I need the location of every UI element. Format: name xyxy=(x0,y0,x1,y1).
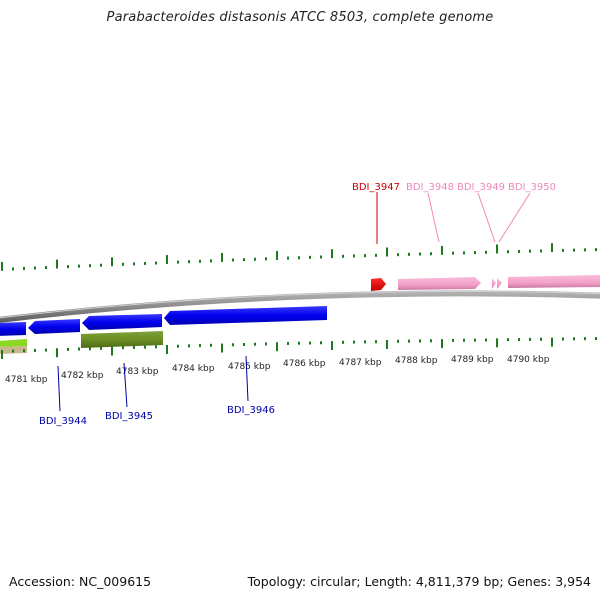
kbp-label: 4784 kbp xyxy=(172,364,215,374)
gene-bdi-3948[interactable] xyxy=(398,277,481,290)
reverse-strand xyxy=(0,306,327,354)
gene-bdi-3950[interactable] xyxy=(508,275,600,288)
gene-bdi-3949b[interactable] xyxy=(497,278,502,289)
gene-reverse-left[interactable] xyxy=(0,322,26,336)
outer-tick-row xyxy=(1,243,597,271)
gene-label[interactable]: BDI_3944 xyxy=(39,416,87,427)
kbp-scale: 4781 kbp 4782 kbp 4783 kbp 4784 kbp 4785… xyxy=(5,355,550,385)
kbp-label: 4786 kbp xyxy=(283,359,326,369)
gene-bdi-3945[interactable] xyxy=(82,314,162,330)
label-leaders xyxy=(57,192,531,412)
gene-green[interactable] xyxy=(0,339,27,347)
gene-label[interactable]: BDI_3949 xyxy=(457,182,505,193)
gene-bdi-3944[interactable] xyxy=(28,319,80,334)
forward-strand xyxy=(371,275,600,291)
kbp-label: 4783 kbp xyxy=(116,367,159,377)
gene-label[interactable]: BDI_3947 xyxy=(352,182,400,193)
gene-bdi-3949a[interactable] xyxy=(492,278,496,289)
kbp-label: 4785 kbp xyxy=(228,362,271,372)
kbp-label: 4788 kbp xyxy=(395,356,438,366)
kbp-label: 4789 kbp xyxy=(451,355,494,365)
gene-bdi-3947[interactable] xyxy=(371,278,386,291)
genome-summary-text: Topology: circular; Length: 4,811,379 bp… xyxy=(247,574,591,589)
kbp-label: 4781 kbp xyxy=(5,375,48,385)
genome-backbone xyxy=(0,290,600,323)
accession-text: Accession: NC_009615 xyxy=(9,574,152,589)
kbp-label: 4782 kbp xyxy=(61,371,104,381)
gene-label[interactable]: BDI_3948 xyxy=(406,182,454,193)
genome-backbone-highlight xyxy=(0,290,600,319)
gene-olive[interactable] xyxy=(81,331,163,348)
inner-tick-row xyxy=(1,337,597,359)
gene-label[interactable]: BDI_3950 xyxy=(508,182,556,193)
gene-label[interactable]: BDI_3945 xyxy=(105,411,153,422)
gene-bdi-3946[interactable] xyxy=(164,306,327,325)
gene-labels: BDI_3947 BDI_3948 BDI_3949 BDI_3950 BDI_… xyxy=(39,182,556,427)
genome-title: Parabacteroides distasonis ATCC 8503, co… xyxy=(106,10,494,25)
kbp-label: 4787 kbp xyxy=(339,358,382,368)
kbp-label: 4790 kbp xyxy=(507,355,550,365)
gene-label[interactable]: BDI_3946 xyxy=(227,405,275,416)
